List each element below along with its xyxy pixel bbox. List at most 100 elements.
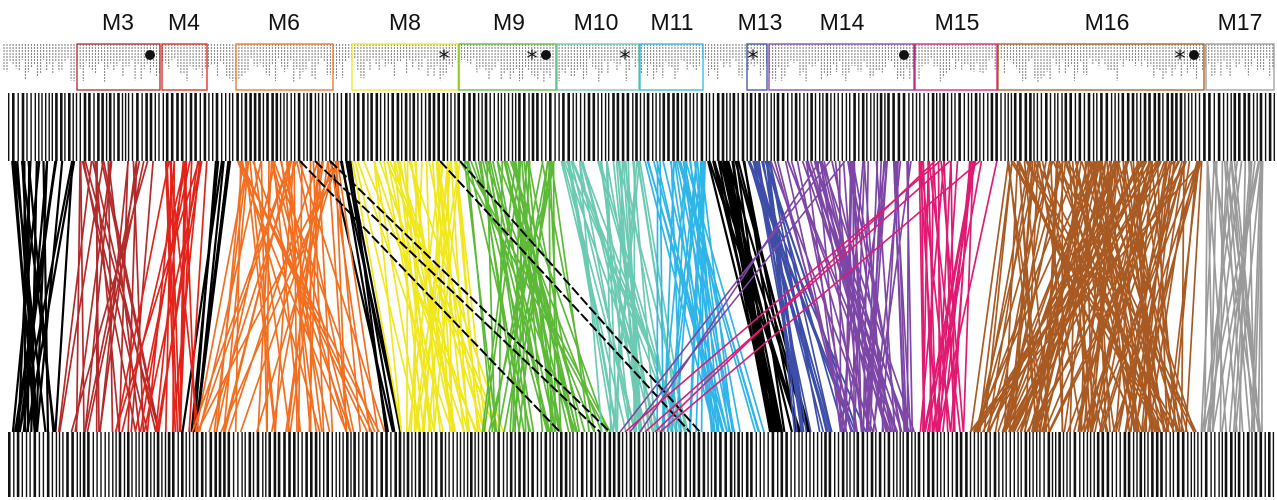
bottom-barcode-bar — [664, 432, 666, 497]
bottom-barcode-bar — [172, 432, 175, 497]
top-barcode-bar — [345, 93, 348, 161]
bottom-barcode-bar — [135, 432, 137, 497]
top-barcode-bar — [583, 93, 586, 161]
top-barcode-bar — [1087, 93, 1091, 161]
synteny-link-m14 — [866, 160, 889, 433]
module-box-m4 — [161, 43, 208, 91]
top-barcode-bar — [258, 93, 261, 161]
top-barcode-bar — [604, 93, 607, 161]
synteny-link-m8 — [351, 160, 403, 433]
synteny-link-m6 — [239, 160, 373, 433]
top-barcode-bar — [567, 93, 570, 161]
top-barcode-bar — [124, 93, 127, 161]
bottom-barcode-bar — [353, 432, 356, 497]
synteny-links — [11, 160, 1264, 433]
bottom-barcode-bar — [108, 432, 110, 497]
top-barcode-bar — [333, 93, 335, 161]
bottom-barcode-bar — [522, 432, 526, 497]
synteny-link-crossing — [314, 160, 601, 433]
top-barcode-bar — [228, 93, 231, 161]
top-barcode-bar — [1049, 93, 1052, 161]
bottom-barcode-bar — [1106, 432, 1110, 497]
bottom-barcode-bar — [1069, 432, 1071, 497]
bottom-barcode-bar — [777, 432, 779, 497]
top-barcode-bar — [626, 93, 630, 161]
synteny-link-m16 — [983, 160, 1013, 433]
top-barcode-bar — [919, 93, 921, 161]
synteny-link-m6 — [279, 160, 352, 433]
bottom-barcode-bar — [1093, 432, 1095, 497]
bottom-barcode-bar — [714, 432, 717, 497]
bottom-barcode-bar — [580, 432, 584, 497]
synteny-link-m6 — [227, 160, 319, 433]
bottom-barcode-bar — [671, 432, 674, 497]
synteny-link-crossing — [299, 160, 561, 433]
synteny-link-m16 — [1004, 160, 1161, 433]
synteny-link-m16 — [1117, 160, 1188, 433]
bottom-barcode-bar — [710, 432, 713, 497]
bottom-barcode-bar — [66, 432, 69, 497]
synteny-link-m14 — [807, 160, 888, 433]
synteny-link-m8 — [450, 160, 469, 433]
top-barcode-bar — [545, 93, 547, 161]
synteny-link-m14 — [813, 160, 908, 433]
bottom-barcode-bar — [1234, 432, 1236, 497]
top-barcode-bar — [387, 93, 389, 161]
synteny-link-m16 — [969, 160, 1203, 433]
bottom-barcode-bar — [138, 432, 140, 497]
bottom-barcode-bar — [1172, 432, 1175, 497]
synteny-link-m9 — [464, 160, 611, 433]
top-barcode-bar — [773, 93, 775, 161]
bottom-barcode-bar — [385, 432, 388, 497]
bottom-barcode-bar — [301, 432, 303, 497]
bottom-barcode-bar — [418, 432, 421, 497]
synteny-link-m8 — [378, 160, 477, 433]
top-barcode-bar — [536, 93, 539, 161]
synteny-link-m9 — [506, 160, 586, 433]
top-barcode-bar — [180, 93, 184, 161]
top-barcode-bar — [726, 93, 728, 161]
bottom-barcode-bar — [608, 432, 612, 497]
bottom-barcode-bar — [1029, 432, 1031, 497]
bottom-barcode-bar — [241, 432, 243, 497]
bottom-barcode-bar — [1083, 432, 1085, 497]
top-barcode-bar — [967, 93, 970, 161]
synteny-link-crossing — [459, 160, 701, 433]
top-barcode-bar — [515, 93, 517, 161]
synteny-link-unassigned — [724, 160, 793, 433]
synteny-link-m16 — [1069, 160, 1078, 433]
bottom-barcode-bar — [192, 432, 195, 497]
top-barcode-bar — [1121, 93, 1125, 161]
top-barcode-bar — [763, 93, 765, 161]
bottom-barcode-bar — [911, 432, 913, 497]
top-barcode-bar — [794, 93, 798, 161]
bottom-barcode-bar — [82, 432, 86, 497]
top-barcode-bar — [612, 93, 615, 161]
synteny-link-unassigned — [722, 160, 774, 433]
top-barcode-bar — [450, 93, 452, 161]
top-barcode-bar — [472, 93, 476, 161]
top-barcode-bar — [38, 93, 40, 161]
module-box-m9 — [458, 43, 557, 91]
bottom-barcode-bar — [594, 432, 597, 497]
bottom-barcode-bar — [1155, 432, 1159, 497]
synteny-link-m6 — [239, 160, 335, 433]
bottom-barcode-bar — [265, 432, 267, 497]
bottom-barcode-bar — [1039, 432, 1041, 497]
synteny-link-m6 — [215, 160, 244, 433]
synteny-link-m17 — [1203, 160, 1209, 433]
bottom-barcode-bar — [1144, 432, 1146, 497]
top-barcode-bar — [79, 93, 81, 161]
bottom-barcode-bar — [1251, 432, 1253, 497]
top-barcode-bar — [732, 93, 736, 161]
bottom-barcode-bar — [177, 432, 179, 497]
top-barcode-bar — [21, 93, 25, 161]
top-barcode-bar — [833, 93, 836, 161]
module-label-m9: M9 — [493, 9, 525, 35]
synteny-link-m16 — [1025, 160, 1161, 433]
synteny-link-m16 — [1024, 160, 1039, 433]
synteny-link-m11 — [700, 160, 734, 433]
asterisk-marker-m10: * — [620, 47, 631, 72]
bottom-barcode-bar — [376, 432, 378, 497]
synteny-link-m16 — [1112, 160, 1202, 433]
